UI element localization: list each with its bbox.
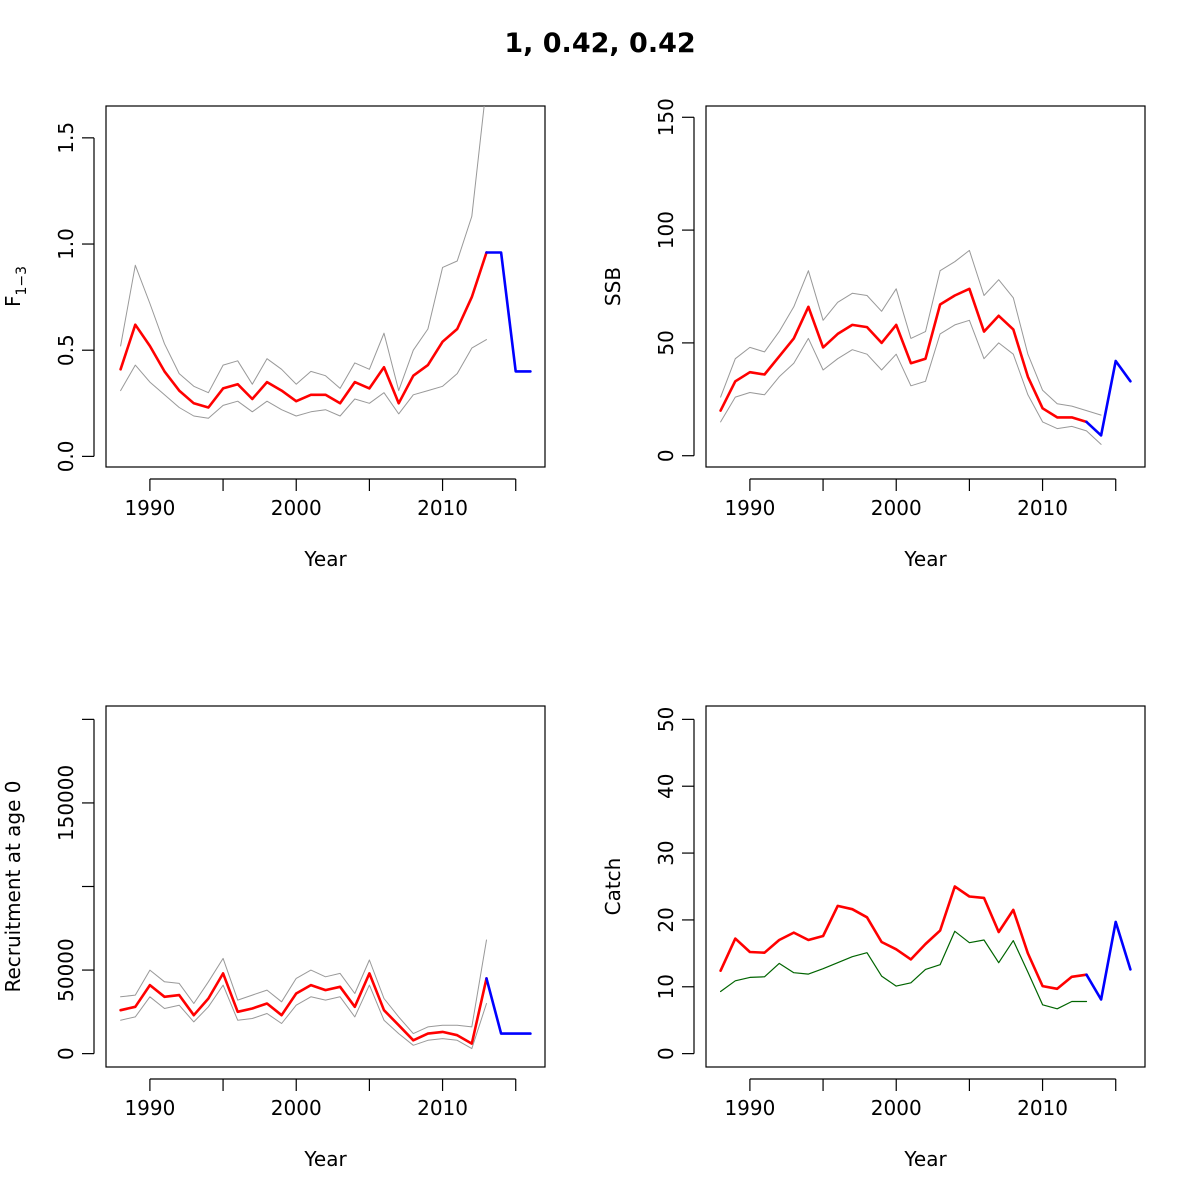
y-tick-label: 20 (654, 907, 678, 932)
series-line-upper-ci (720, 249, 1102, 416)
chart-panel-ssb: 1990 2000 2010 Year 0 50 100 150 SSB (601, 98, 1146, 571)
y-tick-label: 1.5 (54, 122, 78, 154)
series-group (119, 106, 532, 419)
series-line-estimate (719, 287, 1088, 424)
y-tick-label: 0.5 (54, 334, 78, 366)
plot-frame (705, 705, 1146, 1068)
y-tick-label: 30 (654, 840, 678, 865)
series-line-estimate (119, 251, 488, 409)
series-line-upper-ci (120, 106, 485, 394)
series-line-projection (485, 251, 532, 373)
y-tick-label: 150 (654, 98, 678, 136)
x-tick-label: 2010 (417, 1096, 468, 1120)
y-axis-label: Recruitment at age 0 (1, 780, 25, 992)
x-tick-label: 1990 (124, 496, 175, 520)
x-tick-label: 1990 (124, 1096, 175, 1120)
plot-frame (105, 105, 546, 468)
y-tick-label: 100 (654, 211, 678, 249)
series-line-lower-ci (120, 339, 487, 419)
y-tick-label: 0 (654, 449, 678, 462)
y-tick-label: 1.0 (54, 228, 78, 260)
y-tick-label: 150000 (54, 765, 78, 841)
series-line-upper-ci (120, 939, 487, 1035)
series-line-estimate (719, 885, 1088, 991)
y-tick-label: 0 (654, 1047, 678, 1060)
series-group (719, 885, 1132, 1010)
series-line-projection (1085, 359, 1132, 437)
x-tick-label: 2000 (871, 1096, 922, 1120)
y-axis-label-subscript: 1−3 (14, 266, 30, 296)
y-tick-label: 0.0 (54, 440, 78, 472)
y-tick-label: 10 (654, 974, 678, 999)
x-tick-label: 1990 (724, 1096, 775, 1120)
chart-panel-catch: 1990 2000 2010 Year 0 10 20 30 40 50 Catch (601, 705, 1146, 1171)
plot-frame (705, 105, 1146, 468)
x-tick-label: 2010 (1017, 1096, 1068, 1120)
series-line-lower-ci (720, 319, 1102, 445)
y-axis-label: SSB (601, 267, 625, 306)
x-axis-label: Year (903, 547, 947, 571)
y-tick-label: 50000 (54, 938, 78, 1002)
x-tick-label: 1990 (724, 496, 775, 520)
x-tick-label: 2000 (871, 496, 922, 520)
y-tick-label: 50 (654, 707, 678, 732)
y-tick-label: 50 (654, 330, 678, 355)
chart-panel-f: 1990 2000 2010 Year 0.0 0.5 1.0 1.5 F1−3 (1, 105, 546, 571)
x-tick-label: 2010 (1017, 496, 1068, 520)
y-tick-label: 0 (54, 1047, 78, 1060)
series-line-estimate (119, 972, 488, 1045)
x-axis-label: Year (303, 1147, 347, 1171)
x-tick-label: 2010 (417, 496, 468, 520)
series-line-projection (485, 977, 532, 1035)
y-axis-label: F1−3 (1, 266, 30, 307)
figure-title: 1, 0.42, 0.42 (504, 28, 695, 59)
chart-panel-recruitment: 1990 2000 2010 Year 0 50000 150000 Recruitment … (1, 705, 546, 1171)
x-axis-label: Year (303, 547, 347, 571)
plot-frame (105, 705, 546, 1068)
y-tick-label: 40 (654, 773, 678, 798)
series-group (719, 249, 1132, 445)
series-line-projection (1085, 920, 1132, 1001)
series-line-observed (719, 930, 1088, 1010)
series-line-lower-ci (120, 984, 487, 1050)
x-tick-label: 2000 (271, 496, 322, 520)
x-axis-label: Year (903, 1147, 947, 1171)
x-tick-label: 2000 (271, 1096, 322, 1120)
y-axis-label: Catch (601, 858, 625, 916)
series-group (119, 939, 532, 1050)
